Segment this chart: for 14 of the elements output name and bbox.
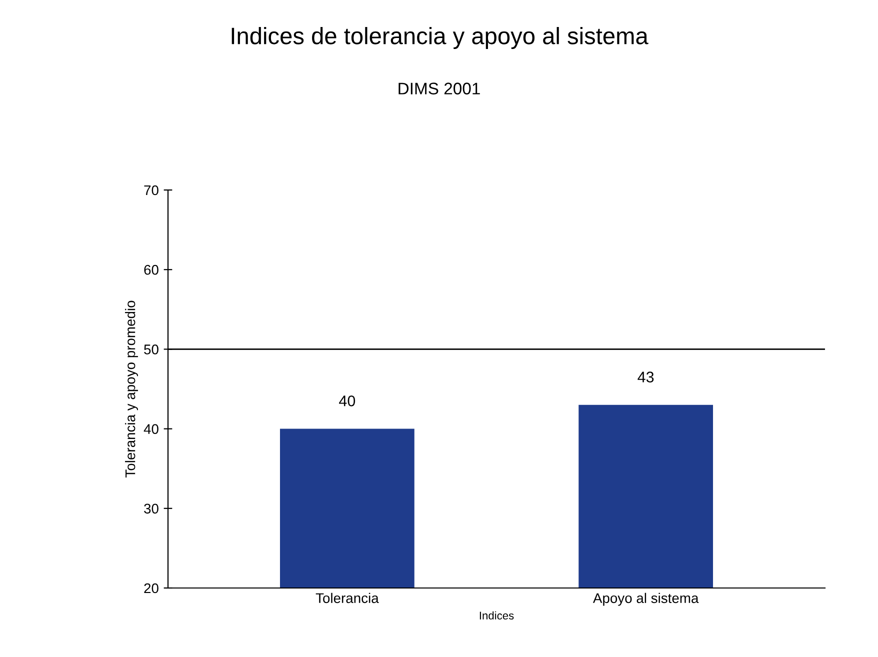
data-label: 43 — [638, 372, 654, 382]
y-tick-label: 20 — [144, 583, 158, 594]
x-tick-label: Tolerancia — [316, 592, 379, 604]
x-tick-label: Apoyo al sistema — [592, 592, 699, 606]
chart-title: Indices de tolerancia y apoyo al sistema — [232, 26, 648, 50]
chart-subtitle: DIMS 2001 — [398, 82, 480, 94]
y-tick-label: 60 — [144, 264, 158, 275]
y-axis-title: Tolerancia y apoyo promedio — [125, 300, 138, 478]
y-tick-label: 70 — [144, 185, 158, 196]
y-tick-label: 40 — [144, 424, 158, 434]
y-tick-label: 50 — [144, 344, 158, 354]
data-label: 40 — [339, 396, 356, 406]
y-tick-label: 30 — [144, 504, 158, 514]
x-axis-title: Indices — [480, 611, 514, 620]
